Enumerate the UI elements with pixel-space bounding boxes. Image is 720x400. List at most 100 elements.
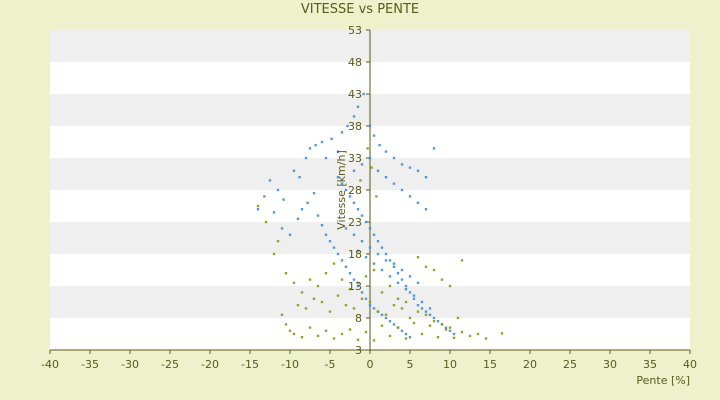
data-point-series-1 bbox=[362, 92, 365, 96]
x-axis-tick-labels: -40 -35 -30 -25 -20 -15 -10 -5 0 5 10 15 20 25 30 35 40 bbox=[41, 358, 697, 371]
data-point-series-2 bbox=[284, 323, 288, 326]
data-point-series-1 bbox=[324, 233, 328, 236]
data-point-series-2 bbox=[366, 147, 369, 150]
data-point-series-2 bbox=[428, 324, 432, 327]
data-point-series-1 bbox=[384, 259, 388, 262]
data-point-series-1 bbox=[324, 156, 328, 160]
data-point-series-2 bbox=[272, 252, 276, 256]
data-point-series-2 bbox=[264, 220, 268, 224]
data-point-series-1 bbox=[436, 320, 440, 323]
data-point-series-1 bbox=[428, 307, 432, 310]
data-point-series-1 bbox=[336, 252, 340, 256]
y-tick-label: 13 bbox=[348, 280, 362, 293]
data-point-series-1 bbox=[308, 147, 312, 150]
data-point-series-1 bbox=[282, 198, 285, 201]
data-point-series-2 bbox=[332, 262, 336, 265]
data-point-series-1 bbox=[396, 281, 400, 284]
data-point-series-1 bbox=[432, 316, 436, 320]
y-tick-label: 43 bbox=[348, 88, 362, 101]
data-point-series-1 bbox=[424, 208, 428, 211]
data-point-series-2 bbox=[460, 259, 464, 262]
data-point-series-1 bbox=[306, 201, 309, 204]
data-points bbox=[256, 92, 504, 342]
data-point-series-1 bbox=[356, 249, 360, 252]
data-point-series-1 bbox=[364, 256, 368, 259]
data-point-series-1 bbox=[360, 214, 364, 217]
data-point-series-1 bbox=[448, 329, 452, 332]
data-point-series-1 bbox=[263, 195, 266, 198]
data-point-series-2 bbox=[284, 272, 288, 275]
x-tick-label: -25 bbox=[161, 358, 179, 371]
x-tick-label: 20 bbox=[523, 358, 537, 371]
data-point-series-1 bbox=[396, 272, 400, 275]
data-point-series-2 bbox=[500, 332, 504, 335]
x-tick-label: 40 bbox=[683, 358, 697, 371]
data-point-series-1 bbox=[368, 227, 372, 230]
data-point-series-2 bbox=[256, 204, 260, 208]
data-point-series-1 bbox=[280, 227, 284, 230]
data-point-series-2 bbox=[404, 300, 408, 304]
data-point-series-2 bbox=[448, 326, 452, 329]
axes bbox=[49, 29, 691, 354]
data-point-series-1 bbox=[336, 150, 340, 153]
data-point-series-1 bbox=[312, 192, 316, 195]
data-point-series-1 bbox=[404, 288, 408, 291]
data-point-series-2 bbox=[348, 328, 352, 331]
data-point-series-1 bbox=[314, 144, 317, 147]
data-point-series-2 bbox=[372, 268, 376, 272]
y-tick-label: 3 bbox=[355, 344, 362, 357]
data-point-series-1 bbox=[376, 240, 380, 243]
x-tick-label: -35 bbox=[81, 358, 99, 371]
data-point-series-1 bbox=[328, 240, 332, 243]
data-point-series-1 bbox=[368, 246, 372, 249]
data-point-series-1 bbox=[400, 163, 404, 166]
data-point-series-1 bbox=[380, 313, 384, 316]
y-tick-label: 38 bbox=[348, 120, 362, 133]
data-point-series-2 bbox=[404, 337, 408, 340]
data-point-series-2 bbox=[452, 336, 456, 340]
data-point-series-1 bbox=[412, 297, 416, 300]
x-tick-label: -10 bbox=[281, 358, 299, 371]
data-point-series-2 bbox=[348, 288, 352, 291]
data-point-series-1 bbox=[356, 284, 360, 288]
data-point-series-1 bbox=[340, 182, 344, 185]
data-point-series-1 bbox=[360, 163, 364, 166]
data-point-series-2 bbox=[376, 310, 380, 313]
data-point-series-2 bbox=[344, 304, 348, 307]
data-point-series-2 bbox=[408, 316, 412, 320]
x-tick-label: -15 bbox=[241, 358, 259, 371]
data-point-series-1 bbox=[384, 176, 388, 179]
data-point-series-1 bbox=[404, 284, 408, 288]
data-point-series-2 bbox=[396, 326, 400, 329]
data-point-series-1 bbox=[408, 166, 412, 169]
data-point-series-2 bbox=[340, 332, 344, 336]
data-point-series-1 bbox=[392, 262, 396, 265]
y-tick-label: 8 bbox=[355, 312, 362, 325]
y-tick-label: 18 bbox=[348, 248, 362, 261]
data-point-series-1 bbox=[372, 262, 376, 265]
data-point-series-1 bbox=[364, 220, 368, 224]
data-point-series-1 bbox=[408, 195, 412, 198]
data-point-series-1 bbox=[416, 201, 420, 204]
y-tick-label: 23 bbox=[348, 216, 362, 229]
x-axis-label: Pente [%] bbox=[636, 374, 690, 387]
data-point-series-1 bbox=[336, 176, 340, 179]
data-point-series-1 bbox=[392, 265, 396, 268]
chart-title: VITESSE vs PENTE bbox=[300, 2, 420, 17]
data-point-series-2 bbox=[359, 179, 362, 182]
x-tick-label: 30 bbox=[603, 358, 617, 371]
data-point-series-1 bbox=[268, 179, 272, 182]
x-tick-label: 25 bbox=[563, 358, 577, 371]
y-tick-label: 53 bbox=[348, 24, 362, 37]
data-point-series-1 bbox=[276, 188, 280, 192]
data-point-series-2 bbox=[476, 332, 480, 336]
data-point-series-1 bbox=[420, 307, 424, 310]
data-point-series-1 bbox=[416, 281, 420, 284]
data-point-series-2 bbox=[292, 332, 296, 336]
data-point-series-1 bbox=[356, 208, 360, 211]
data-point-series-2 bbox=[440, 278, 444, 281]
data-point-series-2 bbox=[380, 324, 384, 327]
data-point-series-1 bbox=[256, 208, 260, 211]
